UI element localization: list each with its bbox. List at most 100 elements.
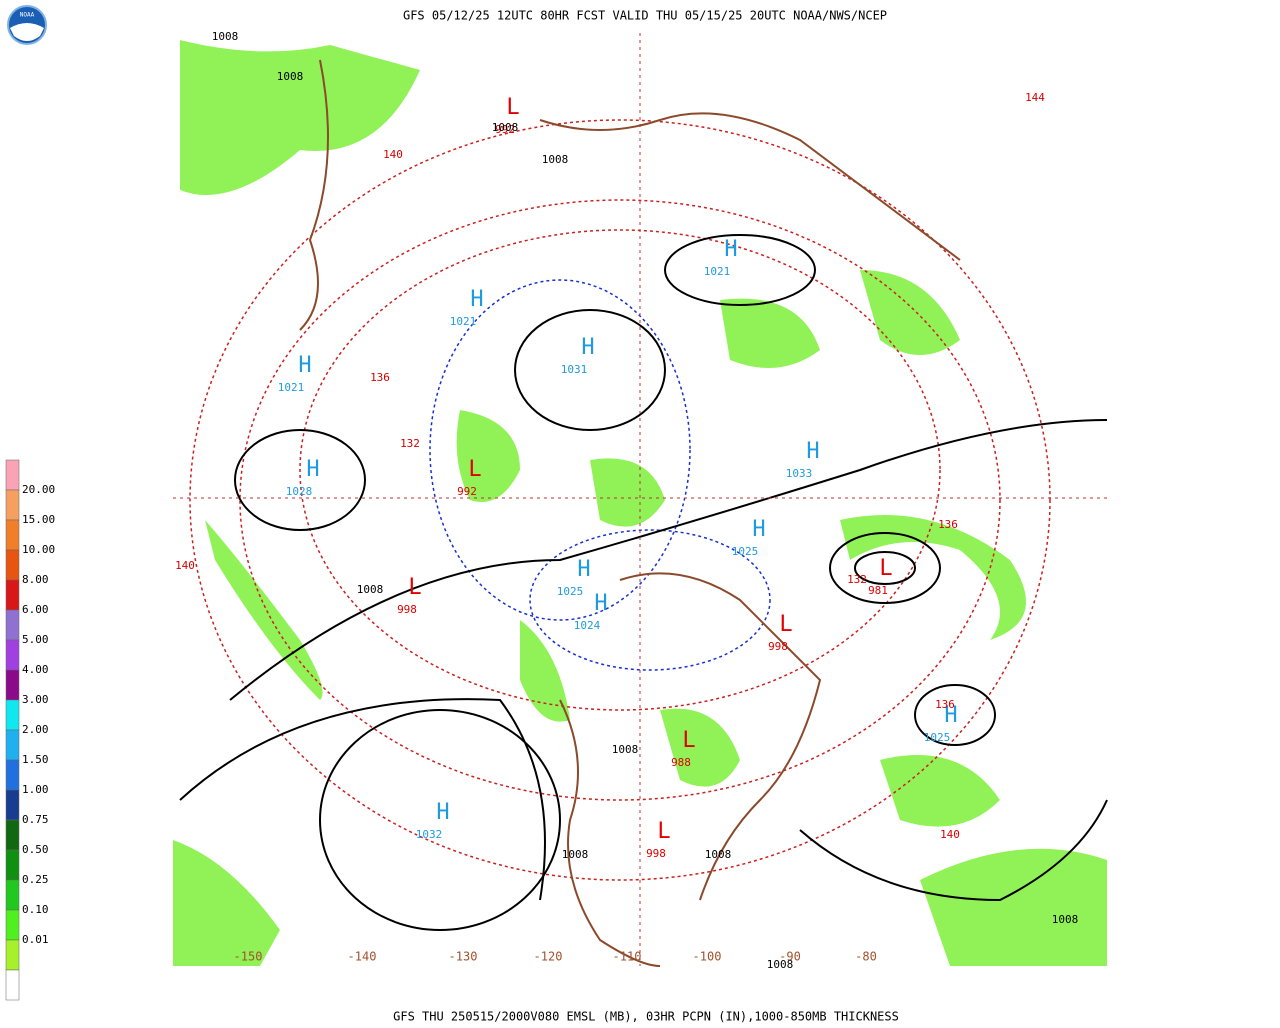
thickness-label: 144 xyxy=(1025,91,1045,104)
precip-area xyxy=(456,410,520,502)
legend-label: 1.00 xyxy=(22,783,49,796)
legend-swatch xyxy=(5,969,20,1001)
high-value: 1025 xyxy=(557,585,584,598)
thickness-line xyxy=(529,529,771,671)
legend-swatch xyxy=(5,489,20,521)
isobar-label: 1008 xyxy=(212,30,239,43)
isobar-label: 1008 xyxy=(562,848,589,861)
legend-swatch xyxy=(5,549,20,581)
high-letter: H xyxy=(581,335,594,360)
legend-swatch xyxy=(5,609,20,641)
precip-area xyxy=(180,40,420,195)
thickness-line xyxy=(299,229,941,711)
low-value: 998 xyxy=(397,603,417,616)
thickness-label: 140 xyxy=(383,148,403,161)
legend-swatch xyxy=(5,519,20,551)
high-letter: H xyxy=(306,457,319,482)
precip-area xyxy=(720,298,820,368)
isobar xyxy=(514,309,666,431)
isobar xyxy=(799,799,1108,902)
high-value: 1032 xyxy=(416,828,443,841)
noaa-logo: NOAA xyxy=(7,5,47,45)
isobar-label: 1008 xyxy=(357,583,384,596)
legend-label: 2.00 xyxy=(22,723,49,736)
logo-text: NOAA xyxy=(20,12,35,19)
thickness-label: 136 xyxy=(370,371,390,384)
longitude-label: -80 xyxy=(855,950,877,964)
longitude-label: -140 xyxy=(348,950,377,964)
legend-swatch xyxy=(5,459,20,491)
legend-label: 10.00 xyxy=(22,543,55,556)
isobar-label: 1008 xyxy=(705,848,732,861)
cold-thickness xyxy=(429,279,771,671)
precip-area xyxy=(860,270,960,355)
high-value: 1028 xyxy=(286,485,313,498)
low-value: 992 xyxy=(495,123,515,136)
isobar xyxy=(829,532,941,604)
low-letter: L xyxy=(468,457,481,482)
thickness-contours xyxy=(189,119,1051,881)
low-letter: L xyxy=(506,95,519,120)
low-value: 988 xyxy=(671,756,691,769)
legend-swatch xyxy=(5,699,20,731)
map: H 1028 H 1021 H 1031 H 1021 H 1033 H 1025 H 1025 H 1024… xyxy=(173,30,1108,971)
high-letter: H xyxy=(436,800,449,825)
high-letter: H xyxy=(298,353,311,378)
legend-label: 8.00 xyxy=(22,573,49,586)
low-value: 992 xyxy=(457,485,477,498)
isobar xyxy=(914,684,996,746)
thickness-line xyxy=(429,279,691,621)
precip-area xyxy=(173,840,280,966)
legend-swatch xyxy=(5,669,20,701)
legend-label: 0.01 xyxy=(22,933,49,946)
high-value: 1031 xyxy=(561,363,588,376)
footer-caption: GFS THU 250515/2000V080 EMSL (MB), 03HR … xyxy=(393,1010,899,1024)
high-value: 1033 xyxy=(786,467,813,480)
legend-swatch xyxy=(5,639,20,671)
isobar-label: 1008 xyxy=(492,121,519,134)
longitude-label: -100 xyxy=(693,950,722,964)
coastline xyxy=(559,699,661,967)
longitude-label: -130 xyxy=(449,950,478,964)
legend-label: 5.00 xyxy=(22,633,49,646)
legend-swatch xyxy=(5,789,20,821)
high-value: 1025 xyxy=(732,545,759,558)
thickness-label: 136 xyxy=(935,698,955,711)
legend: 20.00 15.00 10.00 8.00 6.00 5.00 4.00 3.00 2.00 1… xyxy=(5,459,55,1001)
header-title: GFS 05/12/25 12UTC 80HR FCST VALID THU 0… xyxy=(403,9,887,23)
thickness-label: 132 xyxy=(847,573,867,586)
precip-area xyxy=(520,620,570,722)
low-letter: L xyxy=(682,728,695,753)
low-letter: L xyxy=(879,556,892,581)
low-value: 981 xyxy=(868,584,888,597)
precip-area xyxy=(920,848,1107,966)
legend-label: 6.00 xyxy=(22,603,49,616)
thickness-label: 136 xyxy=(938,518,958,531)
thickness-label: 140 xyxy=(940,828,960,841)
high-letter: H xyxy=(944,703,957,728)
isobar-label: 1008 xyxy=(767,958,794,971)
legend-swatch xyxy=(5,939,20,971)
high-letter: H xyxy=(752,517,765,542)
legend-swatch xyxy=(5,819,20,851)
longitude-label: -120 xyxy=(534,950,563,964)
isobar xyxy=(179,698,546,901)
high-letter: H xyxy=(594,591,607,616)
coastline xyxy=(299,59,329,331)
low-value: 998 xyxy=(768,640,788,653)
high-value: 1024 xyxy=(574,619,601,632)
isobar xyxy=(234,429,366,531)
legend-label: 0.50 xyxy=(22,843,49,856)
longitude-label: -150 xyxy=(234,950,263,964)
low-letter: L xyxy=(408,575,421,600)
legend-swatch xyxy=(5,849,20,881)
legend-label: 0.10 xyxy=(22,903,49,916)
legend-swatch xyxy=(5,879,20,911)
high-letter: H xyxy=(470,287,483,312)
isobar xyxy=(854,551,916,585)
isobar xyxy=(229,419,1108,701)
thickness-label: 140 xyxy=(175,559,195,572)
